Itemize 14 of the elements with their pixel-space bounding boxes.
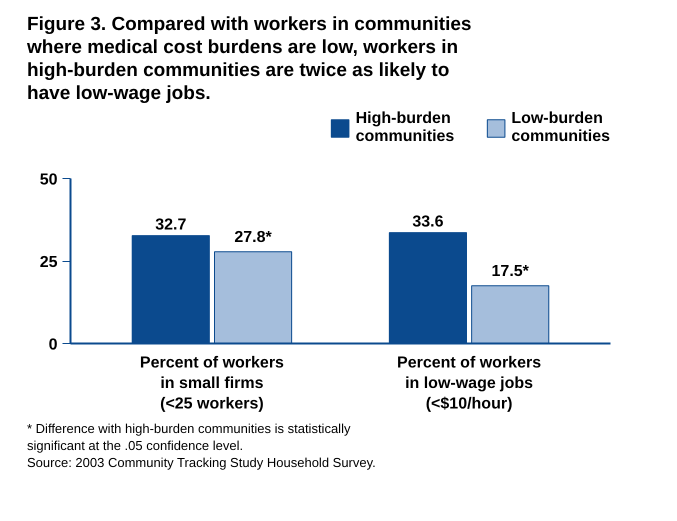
y-tick-label: 0 — [48, 336, 58, 354]
data-label: 17.5* — [492, 262, 530, 280]
data-label: 32.7 — [155, 216, 186, 234]
text: * Difference with high-burden communities is statistically significant at the .05 confidence level. — [27, 421, 350, 453]
x-tick-label: Percent of workers in small firms (<25 workers) — [140, 354, 284, 412]
data-label: 33.6 — [412, 214, 444, 231]
y-tick-label: 50 — [40, 172, 58, 188]
x-tick-label: Percent of workers in low-wage jobs (<$10/hour) — [397, 354, 542, 412]
legend-label: High-burden communities — [356, 110, 454, 146]
chart-title: Figure 3. Compared with workers in communities where medical cost burdens are low, workers in high-burden communities are twice as likely to have low-wage jobs. — [27, 13, 472, 105]
y-tick-label: 25 — [40, 254, 58, 271]
legend-label: Low-burden communities — [511, 110, 610, 146]
data-label: 27.8* — [234, 228, 273, 246]
source-note: Source: 2003 Community Tracking Study Household Survey. — [27, 455, 376, 470]
